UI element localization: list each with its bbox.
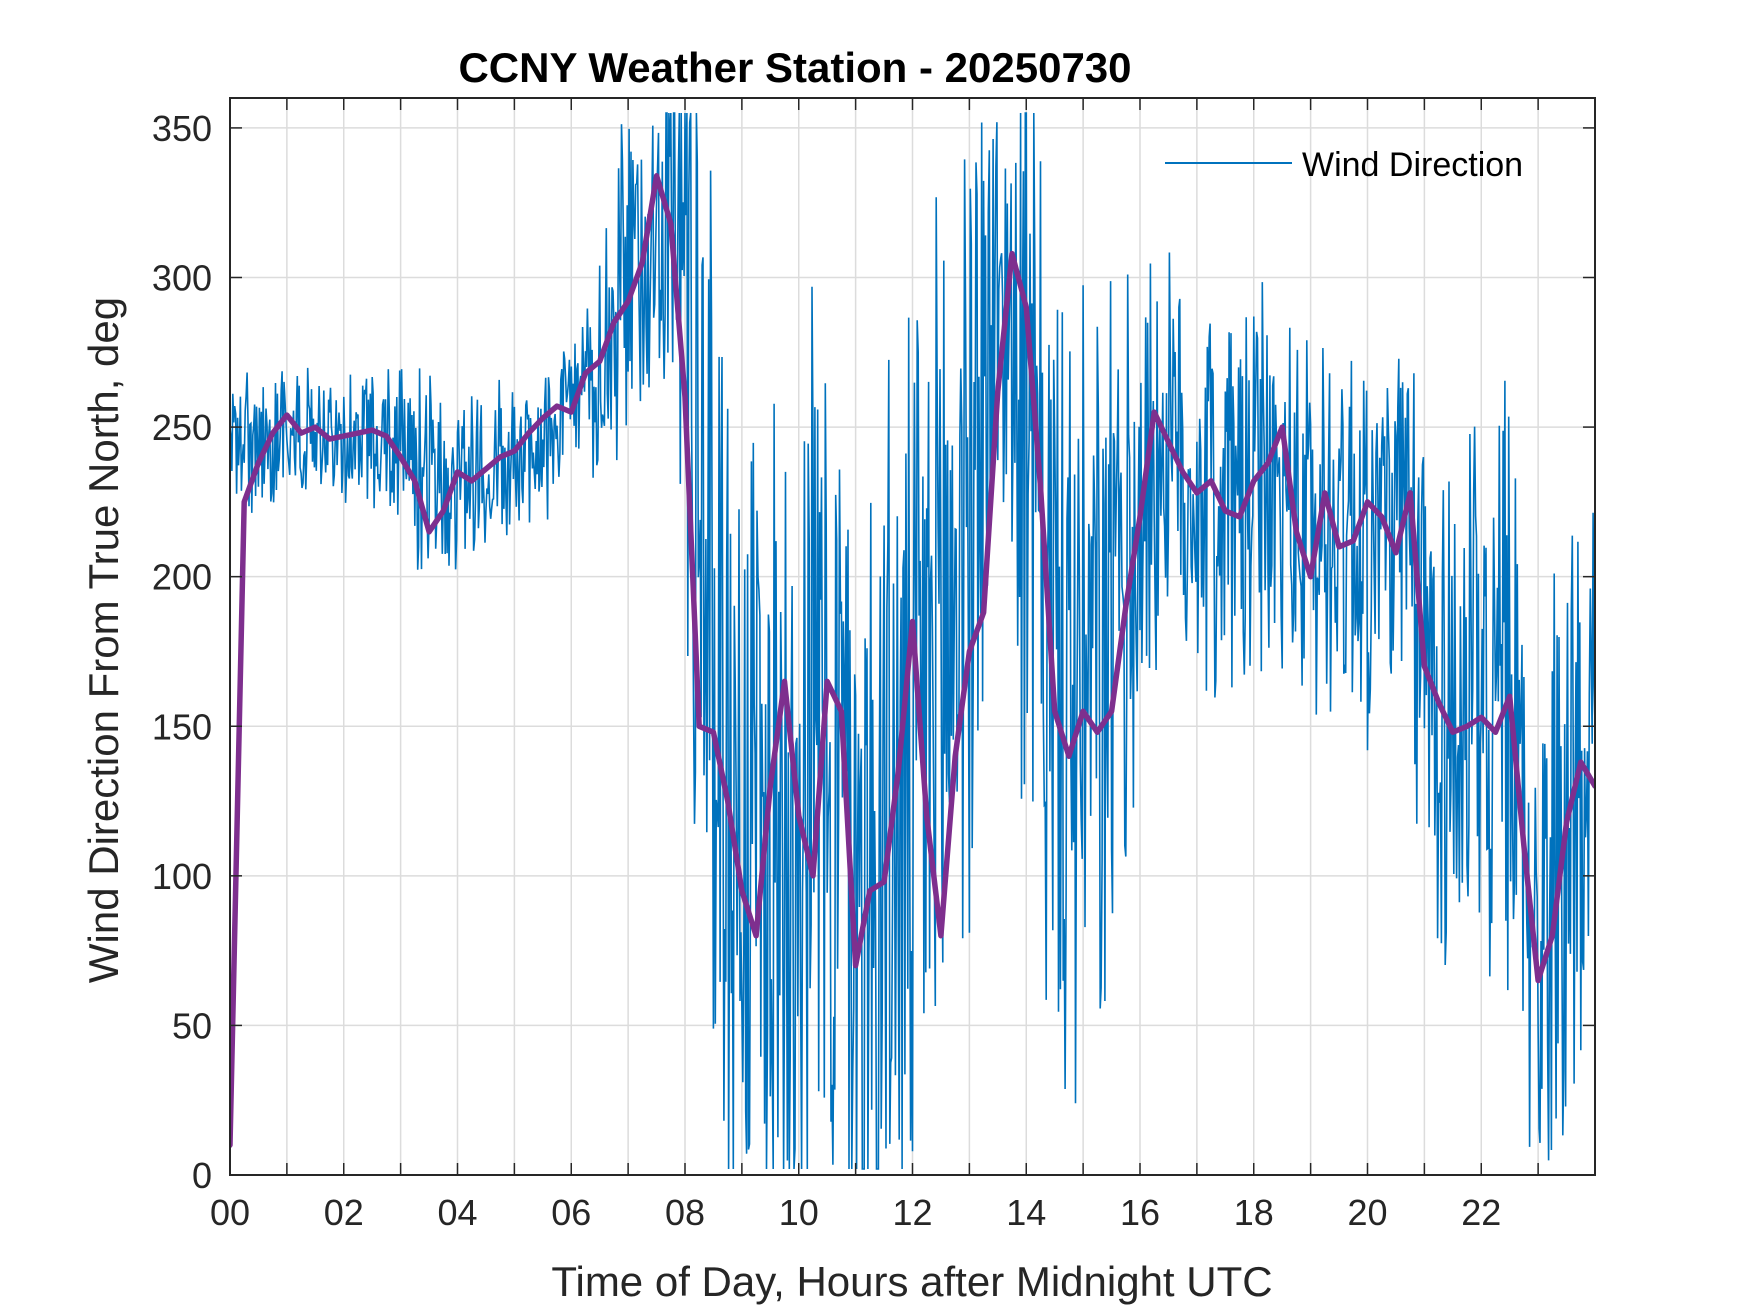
- y-axis-label: Wind Direction From True North, deg: [80, 297, 127, 983]
- x-tick-label: 10: [779, 1192, 819, 1233]
- x-tick-label: 12: [892, 1192, 932, 1233]
- legend-label-wind-direction: Wind Direction: [1302, 146, 1523, 184]
- y-tick-label: 300: [152, 258, 212, 299]
- chart-title: CCNY Weather Station - 20250730: [458, 44, 1131, 91]
- y-tick-label: 250: [152, 407, 212, 448]
- y-tick-labels: 0 50 100 150 200 250 300 350: [152, 108, 212, 1196]
- x-tick-label: 16: [1120, 1192, 1160, 1233]
- legend: Wind Direction: [1165, 146, 1523, 184]
- y-tick-label: 350: [152, 108, 212, 149]
- plot-area: [230, 112, 1595, 1170]
- series-line-wind-direction: [230, 112, 1595, 1170]
- x-tick-label: 04: [437, 1192, 477, 1233]
- axis-ticks: [229, 98, 1596, 1176]
- x-axis-label: Time of Day, Hours after Midnight UTC: [551, 1258, 1272, 1305]
- x-tick-label: 18: [1234, 1192, 1274, 1233]
- x-tick-label: 20: [1347, 1192, 1387, 1233]
- x-tick-label: 08: [665, 1192, 705, 1233]
- y-tick-label: 50: [172, 1005, 212, 1046]
- x-tick-labels: 00 02 04 06 08 10 12 14 16 18 20 22: [210, 1192, 1501, 1233]
- x-tick-label: 06: [551, 1192, 591, 1233]
- x-tick-label: 02: [324, 1192, 364, 1233]
- x-tick-label: 14: [1006, 1192, 1046, 1233]
- y-tick-label: 150: [152, 706, 212, 747]
- x-tick-label: 00: [210, 1192, 250, 1233]
- y-tick-label: 100: [152, 856, 212, 897]
- x-tick-label: 22: [1461, 1192, 1501, 1233]
- y-tick-label: 0: [192, 1155, 212, 1196]
- y-tick-label: 200: [152, 557, 212, 598]
- series-line-smoothed: [230, 173, 1595, 1148]
